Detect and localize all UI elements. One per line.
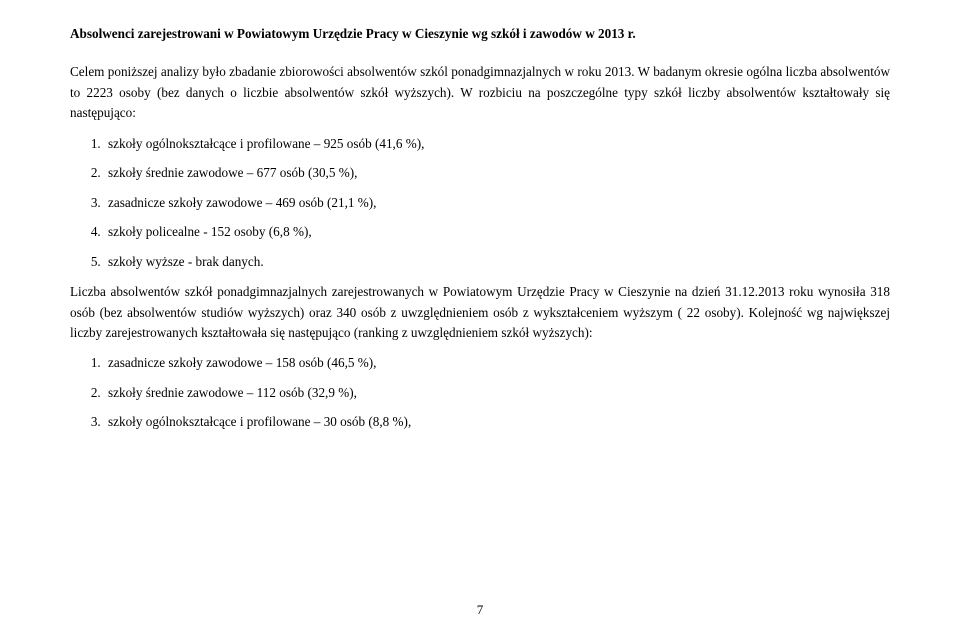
page-number: 7 — [0, 600, 960, 620]
list-item: szkoły ogólnokształcące i profilowane – … — [104, 134, 890, 154]
document-page: Absolwenci zarejestrowani w Powiatowym U… — [0, 0, 960, 630]
list-item: zasadnicze szkoły zawodowe – 158 osób (4… — [104, 353, 890, 373]
list-item: szkoły wyższe - brak danych. — [104, 252, 890, 272]
list-item: szkoły średnie zawodowe – 677 osób (30,5… — [104, 163, 890, 183]
intro-paragraph: Celem poniższej analizy było zbadanie zb… — [70, 62, 890, 123]
list-school-types: szkoły ogólnokształcące i profilowane – … — [70, 134, 890, 272]
page-title: Absolwenci zarejestrowani w Powiatowym U… — [70, 24, 890, 44]
list-item: szkoły średnie zawodowe – 112 osób (32,9… — [104, 383, 890, 403]
list-item: zasadnicze szkoły zawodowe – 469 osób (2… — [104, 193, 890, 213]
list-item: szkoły ogólnokształcące i profilowane – … — [104, 412, 890, 432]
list-item: szkoły policealne - 152 osoby (6,8 %), — [104, 222, 890, 242]
list-ranking: zasadnicze szkoły zawodowe – 158 osób (4… — [70, 353, 890, 432]
middle-paragraph: Liczba absolwentów szkół ponadgimnazjaln… — [70, 282, 890, 343]
